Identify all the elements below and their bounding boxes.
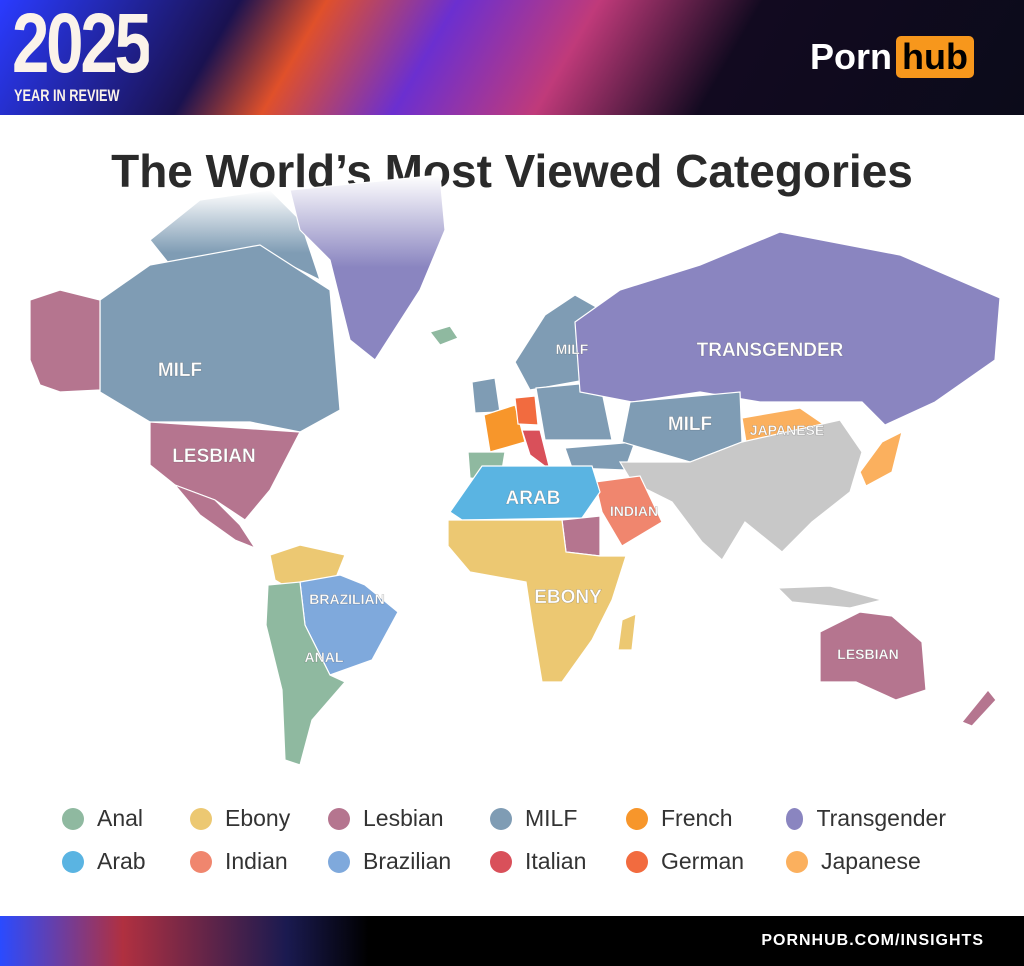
map-label-australia: LESBIAN	[837, 646, 898, 662]
world-map: MILF LESBIAN BRAZILIAN ANAL MILF TRANSGE…	[29, 174, 1001, 766]
legend-label: Brazilian	[363, 848, 452, 874]
region-eastern-europe	[535, 381, 613, 441]
region-africa	[447, 519, 627, 683]
year-in-review-label: YEAR IN REVIEW	[14, 86, 120, 105]
page-title: The World’s Most Viewed Categories	[111, 145, 913, 197]
legend-swatch	[328, 807, 350, 830]
legend-swatch	[62, 807, 84, 830]
legend-label: Italian	[525, 848, 587, 874]
legend-item: Anal	[62, 805, 190, 832]
legend-label: Indian	[225, 848, 288, 874]
legend-swatch	[62, 850, 84, 873]
region-se-asia-islands	[776, 585, 885, 609]
legend-item: Japanese	[786, 848, 946, 875]
region-south-america-anal	[265, 581, 346, 766]
map-label-africa: EBONY	[534, 587, 602, 608]
region-australia	[819, 611, 927, 701]
region-mexico	[173, 483, 257, 550]
region-asia-no-data	[618, 419, 863, 561]
legend-swatch	[786, 850, 808, 873]
region-sudan	[561, 515, 601, 557]
legend-swatch	[490, 807, 512, 830]
region-canada	[99, 244, 341, 433]
legend-label: Japanese	[821, 848, 921, 874]
insights-link[interactable]: PORNHUB.COM/INSIGHTS	[761, 932, 984, 949]
map-label-south-america: ANAL	[305, 649, 344, 665]
legend-label: Ebony	[225, 805, 291, 831]
legend-item: Indian	[190, 848, 328, 875]
legend-item: Transgender	[786, 805, 946, 832]
region-madagascar	[617, 613, 637, 651]
map-label-usa: LESBIAN	[172, 446, 255, 467]
legend-swatch	[786, 807, 804, 830]
legend-swatch	[328, 850, 350, 873]
legend-item: German	[626, 848, 786, 875]
map-label-russia: TRANSGENDER	[697, 340, 844, 361]
region-russia	[574, 231, 1001, 426]
legend-swatch	[626, 807, 648, 830]
map-label-north-america: MILF	[158, 360, 202, 381]
legend-swatch	[490, 850, 512, 873]
region-germany	[514, 395, 539, 426]
legend-label: German	[661, 848, 745, 874]
logo-text-left: Porn	[810, 36, 893, 77]
map-label-central-asia: MILF	[668, 414, 712, 435]
legend-label: Transgender	[816, 805, 946, 831]
logo-text-right: hub	[896, 36, 974, 78]
legend-item: Lesbian	[328, 805, 490, 832]
map-label-brazil: BRAZILIAN	[309, 591, 384, 607]
region-france	[483, 404, 526, 453]
year-title: 2025	[12, 8, 149, 78]
legend-swatch	[190, 807, 212, 830]
legend: Anal Ebony Lesbian MILF French Transgender Ara…	[62, 805, 946, 875]
region-greenland	[289, 174, 446, 361]
region-usa	[149, 421, 301, 521]
legend-swatch	[626, 850, 648, 873]
legend-label: Arab	[97, 848, 146, 874]
legend-item: Ebony	[190, 805, 328, 832]
legend-label: MILF	[525, 805, 578, 831]
legend-label: Anal	[97, 805, 144, 831]
map-label-middle-east: INDIAN	[610, 503, 658, 519]
map-label-north-africa: ARAB	[506, 488, 561, 509]
region-middle-east	[594, 475, 663, 547]
legend-item: French	[626, 805, 786, 832]
map-label-europe: MILF	[556, 341, 589, 357]
region-new-zealand	[961, 689, 997, 727]
header-banner: 2025 YEAR IN REVIEW Porn hub	[0, 0, 1024, 115]
legend-swatch	[190, 850, 212, 873]
legend-item: Arab	[62, 848, 190, 875]
legend-label: Lesbian	[363, 805, 444, 831]
legend-item: Italian	[490, 848, 626, 875]
footer-banner: PORNHUB.COM/INSIGHTS	[0, 916, 1024, 966]
legend-item: MILF	[490, 805, 626, 832]
map-label-mongolia: JAPANESE	[750, 422, 824, 438]
region-iceland	[428, 325, 459, 346]
legend-label: French	[661, 805, 733, 831]
region-japan	[859, 430, 903, 487]
brand-logo: Porn hub	[810, 36, 974, 78]
region-uk	[471, 377, 501, 414]
legend-item: Brazilian	[328, 848, 490, 875]
region-alaska	[29, 289, 101, 393]
